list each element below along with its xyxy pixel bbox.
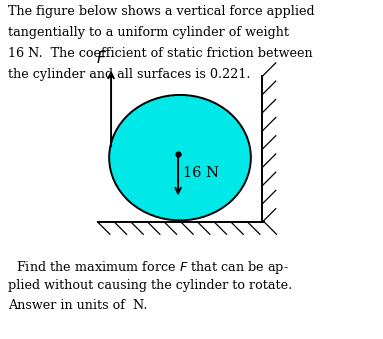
Text: Find the maximum force $F$ that can be ap-: Find the maximum force $F$ that can be a… [8, 259, 288, 276]
Text: 16 N.  The coefficient of static friction between: 16 N. The coefficient of static friction… [8, 47, 312, 60]
Text: 16 N: 16 N [183, 166, 219, 180]
Text: The figure below shows a vertical force applied: The figure below shows a vertical force … [8, 5, 314, 18]
Circle shape [109, 95, 251, 220]
Text: plied without causing the cylinder to rotate.: plied without causing the cylinder to ro… [8, 279, 292, 292]
Text: $F$: $F$ [96, 50, 107, 66]
Text: Answer in units of  N.: Answer in units of N. [8, 299, 147, 312]
Text: the cylinder and all surfaces is 0.221.: the cylinder and all surfaces is 0.221. [8, 68, 250, 81]
Text: tangentially to a uniform cylinder of weight: tangentially to a uniform cylinder of we… [8, 26, 289, 39]
